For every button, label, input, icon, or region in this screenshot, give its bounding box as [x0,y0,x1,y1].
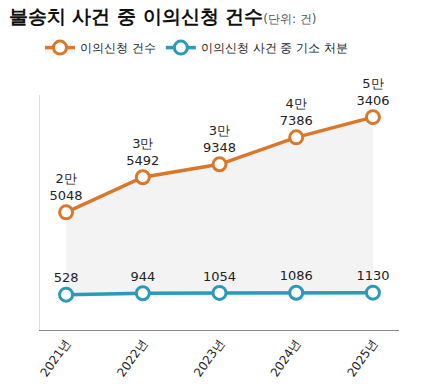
svg-text:2022년: 2022년 [114,337,150,380]
svg-text:5만3406: 5만3406 [356,76,389,108]
svg-text:2025년: 2025년 [344,337,380,380]
svg-text:1054: 1054 [203,269,236,284]
svg-text:2024년: 2024년 [268,337,304,380]
svg-text:이의신청 건수: 이의신청 건수 [80,41,156,55]
svg-text:528: 528 [54,270,79,285]
svg-text:3만5492: 3만5492 [126,136,159,168]
svg-text:3만9348: 3만9348 [203,123,236,155]
svg-text:2023년: 2023년 [191,337,227,380]
svg-text:1086: 1086 [280,268,313,283]
svg-text:2만5048: 2만5048 [50,171,83,203]
svg-text:2021년: 2021년 [38,337,74,380]
svg-text:이의신청 사건 중 기소 처분: 이의신청 사건 중 기소 처분 [201,41,348,55]
svg-text:불송치 사건 중 이의신청 건수(단위: 건): 불송치 사건 중 이의신청 건수(단위: 건) [9,5,317,27]
svg-text:1130: 1130 [356,268,389,283]
svg-text:4만7386: 4만7386 [280,96,313,128]
svg-text:944: 944 [130,269,155,284]
